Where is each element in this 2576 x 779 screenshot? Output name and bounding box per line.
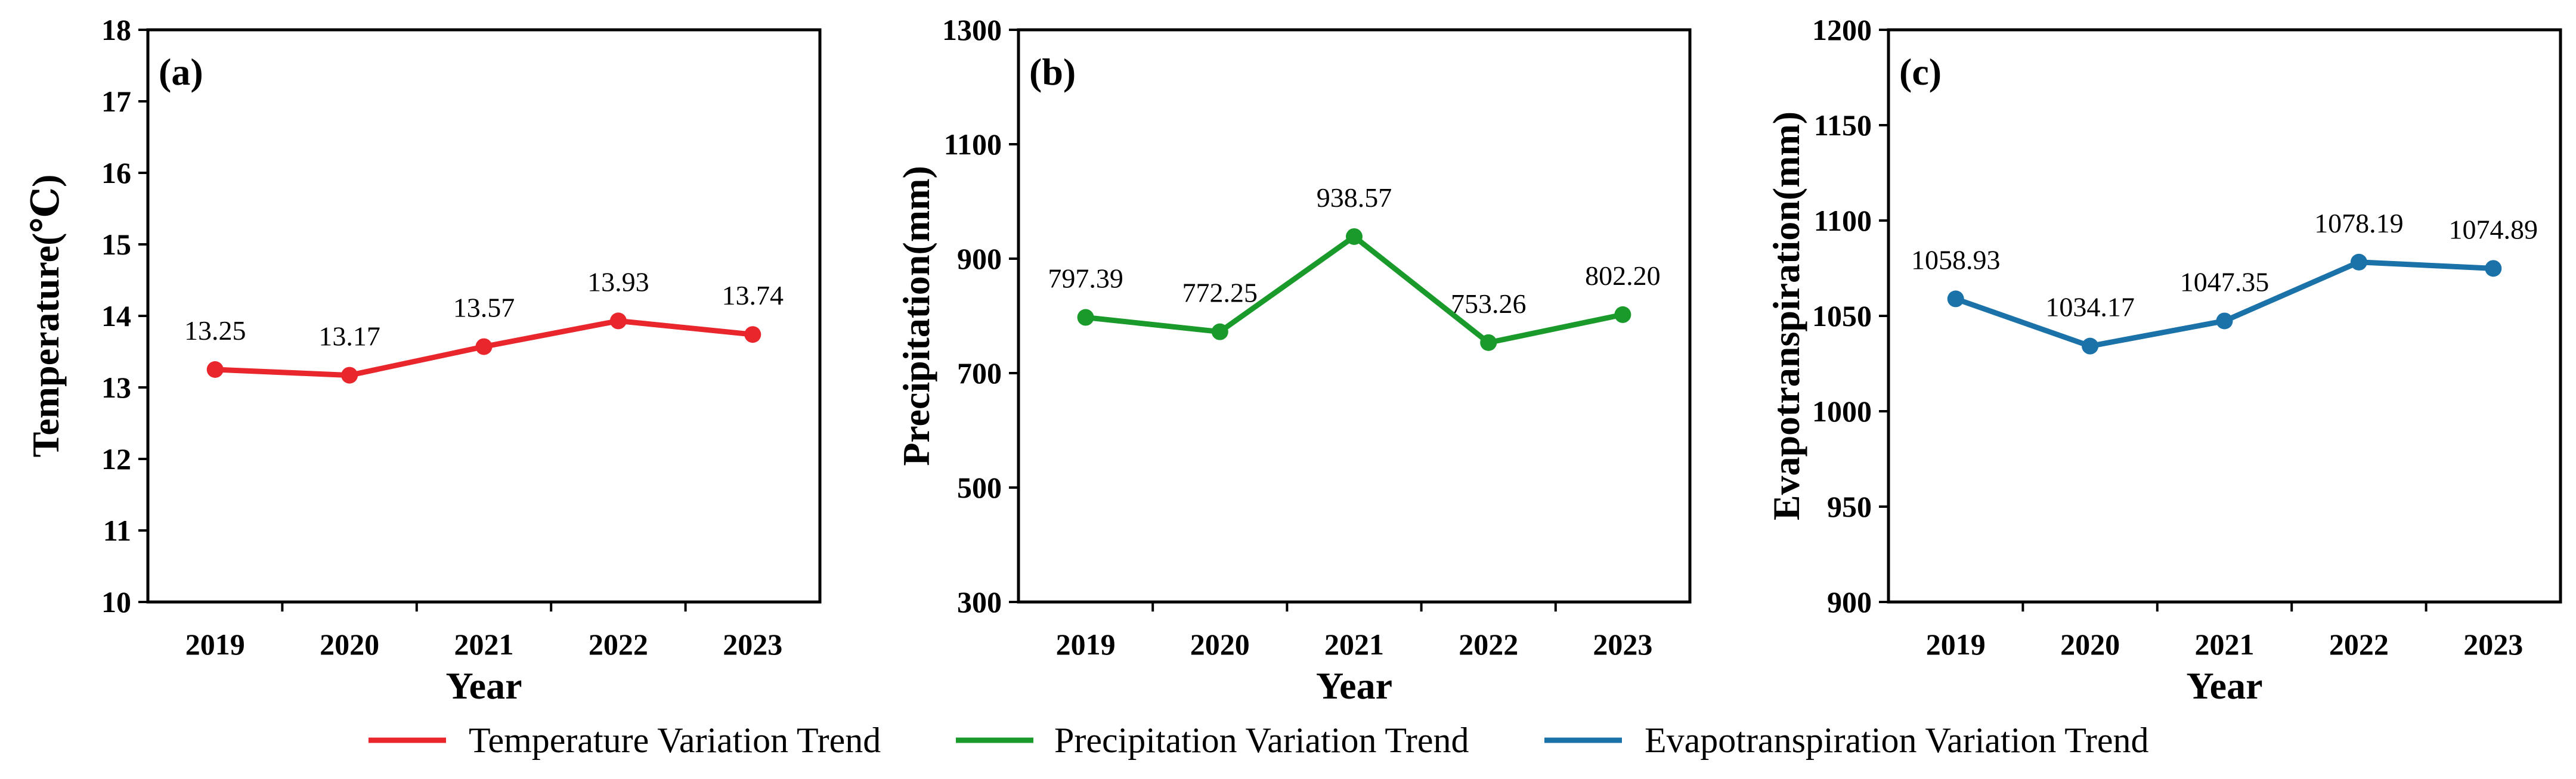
- x-tick-label: 2021: [1324, 628, 1384, 661]
- data-point-0-3: [609, 312, 627, 330]
- data-label: 13.93: [587, 266, 649, 297]
- data-point-1-1: [1211, 323, 1228, 340]
- y-tick-label: 13: [101, 371, 131, 404]
- x-tick-label: 2019: [1926, 628, 1986, 661]
- y-tick-label: 11: [103, 514, 131, 547]
- y-tick-label: 18: [101, 13, 131, 46]
- data-point-1-0: [1077, 309, 1094, 326]
- data-point-1-4: [1614, 306, 1631, 323]
- y-tick-label: 1150: [1814, 108, 1872, 142]
- y-tick-label: 1200: [1812, 13, 1872, 46]
- data-label: 1047.35: [2180, 266, 2270, 297]
- data-label: 1034.17: [2045, 292, 2135, 322]
- panel-label: (a): [159, 51, 203, 93]
- data-point-0-0: [206, 361, 224, 378]
- y-tick-label: 500: [957, 471, 1002, 504]
- y-tick-label: 15: [101, 228, 131, 261]
- x-axis-title: Year: [2187, 665, 2263, 707]
- data-point-1-2: [1346, 228, 1363, 245]
- x-tick-label: 2020: [2060, 628, 2120, 661]
- data-label: 1078.19: [2314, 208, 2404, 238]
- y-tick-label: 900: [1827, 585, 1872, 619]
- legend-label: Precipitation Variation Trend: [1054, 721, 1469, 760]
- data-label: 797.39: [1048, 263, 1123, 294]
- data-point-1-3: [1480, 334, 1497, 351]
- data-point-0-4: [744, 326, 761, 343]
- x-tick-label: 2022: [2329, 628, 2389, 661]
- data-point-0-2: [475, 338, 493, 355]
- y-tick-label: 10: [101, 585, 131, 619]
- y-axis-title: Precipitation(mm): [895, 166, 937, 466]
- data-point-2-2: [2216, 312, 2233, 330]
- x-tick-label: 2023: [1593, 628, 1652, 661]
- y-tick-label: 12: [101, 442, 131, 476]
- data-label: 938.57: [1317, 182, 1392, 213]
- x-tick-label: 2021: [454, 628, 514, 661]
- panel-label: (b): [1029, 51, 1076, 93]
- data-label: 1058.93: [1911, 244, 2001, 275]
- x-tick-label: 2020: [1190, 628, 1250, 661]
- data-label: 13.25: [184, 315, 246, 346]
- data-label: 753.26: [1451, 288, 1527, 319]
- y-tick-label: 900: [957, 242, 1002, 275]
- y-tick-label: 1000: [1812, 395, 1872, 428]
- y-tick-label: 16: [101, 156, 131, 190]
- x-axis-title: Year: [446, 665, 522, 707]
- y-tick-label: 950: [1827, 490, 1872, 523]
- x-tick-label: 2023: [2463, 628, 2523, 661]
- x-tick-label: 2022: [1459, 628, 1518, 661]
- data-label: 1074.89: [2449, 214, 2538, 244]
- data-label: 13.17: [318, 321, 380, 352]
- x-tick-label: 2019: [185, 628, 245, 661]
- data-point-2-1: [2082, 337, 2099, 355]
- y-tick-label: 1100: [944, 128, 1002, 161]
- data-label: 13.57: [453, 293, 515, 323]
- x-tick-label: 2020: [320, 628, 379, 661]
- x-axis-title: Year: [1316, 665, 1392, 707]
- data-label: 13.74: [722, 280, 784, 311]
- series-line-1: [1085, 234, 1624, 346]
- y-tick-label: 1050: [1812, 299, 1872, 333]
- y-tick-label: 1100: [1814, 204, 1872, 237]
- y-tick-label: 300: [957, 585, 1002, 619]
- data-point-0-1: [341, 367, 358, 384]
- y-axis-title: Temperature(℃): [24, 175, 67, 458]
- data-label: 772.25: [1182, 278, 1258, 308]
- y-tick-label: 700: [957, 356, 1002, 390]
- y-tick-label: 17: [101, 85, 131, 118]
- x-tick-label: 2019: [1056, 628, 1116, 661]
- y-tick-label: 14: [101, 299, 131, 333]
- panel-label: (c): [1899, 51, 1942, 93]
- x-tick-label: 2021: [2195, 628, 2255, 661]
- x-tick-label: 2022: [589, 628, 648, 661]
- legend-label: Temperature Variation Trend: [469, 721, 881, 760]
- data-point-2-3: [2350, 253, 2367, 271]
- y-tick-label: 1300: [942, 13, 1002, 46]
- legend-label: Evapotranspiration Variation Trend: [1645, 721, 2148, 760]
- plot-frame-1: [1017, 28, 1692, 604]
- data-point-2-4: [2485, 260, 2502, 277]
- data-point-2-0: [1947, 290, 1964, 308]
- x-tick-label: 2023: [723, 628, 782, 661]
- y-axis-title: Evapotranspiration(mm): [1765, 111, 1807, 520]
- data-label: 802.20: [1585, 260, 1661, 291]
